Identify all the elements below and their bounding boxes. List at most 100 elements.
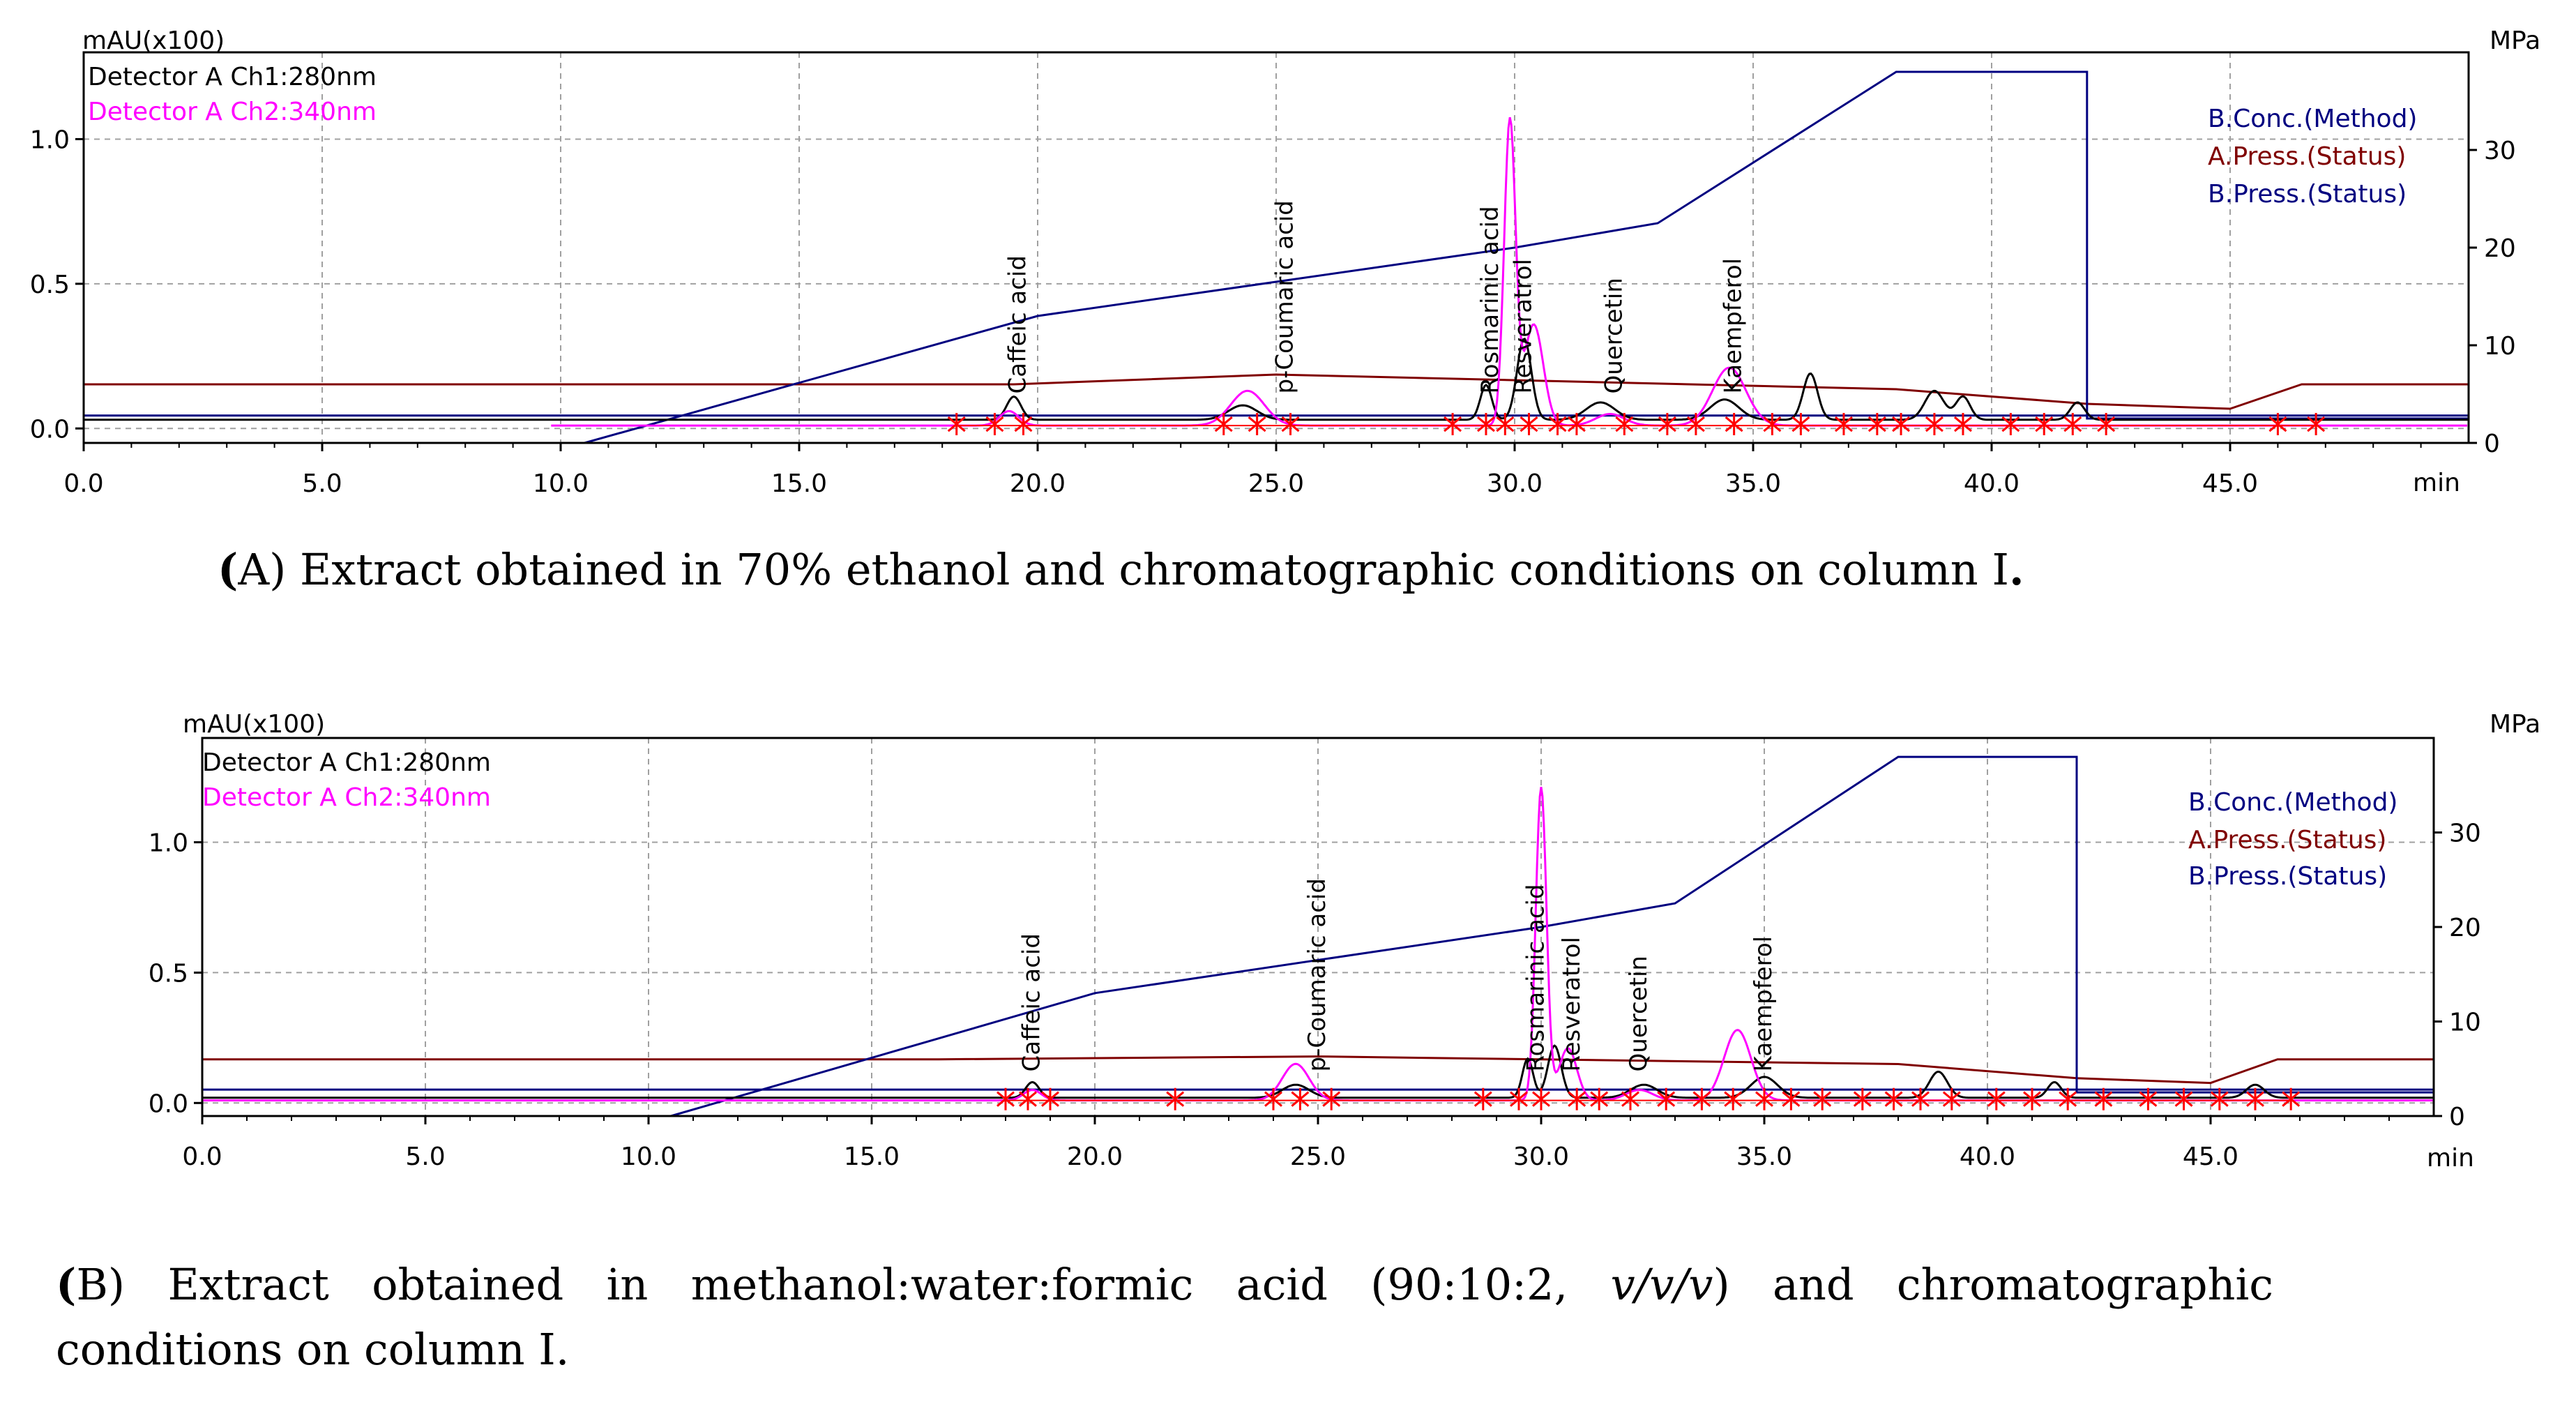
legend-right-b: B.Conc.(Method) A.Press.(Status) B.Press… — [2188, 788, 2397, 891]
peak-label-b: Rosmarinic acid — [1522, 884, 1550, 1071]
peak-label-a: p-Coumaric acid — [1271, 200, 1299, 393]
integration-mark-b — [1853, 1087, 1872, 1110]
traces-b — [202, 755, 2434, 1117]
integration-mark-b — [1657, 1087, 1676, 1110]
y-left-label-a: mAU(x100) — [82, 27, 225, 55]
legend-apress-b: A.Press.(Status) — [2188, 826, 2386, 854]
peak-label-b: Kaempferol — [1750, 936, 1778, 1072]
y-right-tick-label-b: 30 — [2449, 820, 2481, 848]
integration-mark-b — [2139, 1087, 2158, 1110]
legend-apress-a: A.Press.(Status) — [2208, 142, 2406, 171]
integration-mark-b — [1755, 1087, 1773, 1110]
integration-mark-a — [1214, 413, 1233, 436]
legend-ch1-a: Detector A Ch1:280nm — [88, 63, 377, 91]
x-tick-label-a: 35.0 — [1725, 469, 1781, 498]
legend-ch1-b: Detector A Ch1:280nm — [202, 748, 491, 777]
chart-panel-b: mAU(x100) MPa min 0.0 5.0 10.0 15.0 20.0 25.0… — [149, 710, 2540, 1173]
peak-labels-b: Caffeic acid p-Coumaric acid Rosmarinic ac… — [1017, 878, 1778, 1071]
integration-mark-b — [1813, 1087, 1832, 1110]
integration-mark-b — [1987, 1087, 2006, 1110]
integration-mark-a — [1444, 413, 1462, 436]
integration-mark-b — [1621, 1087, 1639, 1110]
integration-mark-b — [2174, 1087, 2193, 1110]
y-left-tick-label-a: 0.5 — [30, 271, 70, 299]
x-tick-label-b: 35.0 — [1736, 1143, 1792, 1171]
integration-mark-a — [1615, 413, 1634, 436]
integration-mark-a — [2097, 413, 2116, 436]
ticks-a: 0.0 5.0 10.0 15.0 20.0 25.0 30.0 35.0 40.0 45.0 0.… — [30, 126, 2516, 498]
legend-ch2-b: Detector A Ch2:340nm — [202, 783, 491, 812]
plot-frame-a — [82, 51, 2470, 444]
peak-label-a: Resveratrol — [1510, 259, 1538, 393]
x-tick-label-b: 25.0 — [1290, 1143, 1346, 1171]
integration-mark-b — [2023, 1087, 2041, 1110]
integration-mark-a — [1496, 413, 1515, 436]
ticks-b: 0.0 5.0 10.0 15.0 20.0 25.0 30.0 35.0 40.0 45.0 0.… — [149, 820, 2481, 1172]
legend-bconc-a: B.Conc.(Method) — [2208, 105, 2417, 133]
integration-mark-a — [947, 413, 966, 436]
x-tick-label-a: 0.0 — [63, 469, 103, 498]
x-tick-label-b: 0.0 — [182, 1143, 222, 1171]
integration-mark-b — [2059, 1087, 2077, 1110]
integration-mark-a — [1520, 413, 1538, 436]
peak-label-a: Caffeic acid — [1004, 255, 1032, 393]
integration-mark-a — [2063, 413, 2082, 436]
y-right-tick-label-b: 10 — [2449, 1009, 2481, 1037]
gridlines-a — [84, 52, 2469, 443]
x-tick-label-b: 40.0 — [1960, 1143, 2015, 1171]
integration-mark-b — [1019, 1087, 1037, 1110]
peak-label-b: Quercetin — [1625, 956, 1653, 1071]
y-right-tick-label-a: 30 — [2484, 137, 2516, 165]
integration-mark-a — [1763, 413, 1782, 436]
a-press-trace-b — [202, 1055, 2434, 1085]
x-tick-label-a: 5.0 — [302, 469, 342, 498]
integration-mark-b — [2094, 1087, 2113, 1110]
integration-mark-a — [1548, 413, 1567, 436]
integration-mark-b — [1568, 1087, 1586, 1110]
peak-label-b: p-Coumaric acid — [1303, 878, 1331, 1071]
integration-mark-b — [1264, 1087, 1282, 1110]
legend-left-a: Detector A Ch1:280nm Detector A Ch2:340n… — [88, 63, 377, 126]
y-right-tick-label-a: 10 — [2484, 332, 2516, 361]
integration-mark-a — [1686, 413, 1705, 436]
ch1-trace-a — [84, 338, 2468, 421]
y-left-label-b: mAU(x100) — [183, 710, 325, 739]
integration-mark-a — [1658, 413, 1676, 436]
y-right-label-b: MPa — [2490, 710, 2540, 739]
integration-mark-a — [1892, 413, 1911, 436]
x-tick-label-a: 15.0 — [771, 469, 827, 498]
integration-mark-a — [2035, 413, 2054, 436]
integration-mark-b — [1322, 1087, 1341, 1110]
peak-labels-a: Caffeic acid p-Coumaric acid Rosmarinic ac… — [1004, 200, 1748, 393]
integration-mark-a — [1248, 413, 1266, 436]
legend-bpress-b: B.Press.(Status) — [2188, 862, 2387, 891]
x-unit-label-b: min — [2427, 1144, 2474, 1173]
integration-mark-a — [2268, 413, 2287, 436]
integration-mark-b — [1532, 1087, 1550, 1110]
integration-mark-a — [1925, 413, 1944, 436]
integration-mark-b — [1166, 1087, 1185, 1110]
integration-mark-b — [2282, 1087, 2301, 1110]
integration-mark-b — [1510, 1087, 1528, 1110]
legend-ch2-a: Detector A Ch2:340nm — [88, 98, 377, 126]
integration-mark-b — [1724, 1087, 1743, 1110]
chart-panel-a: mAU(x100) MPa min 0.0 5.0 10.0 15.0 20.0 25.0… — [30, 27, 2540, 498]
integration-mark-a — [1014, 413, 1033, 436]
x-tick-label-a: 10.0 — [533, 469, 589, 498]
y-right-label-a: MPa — [2490, 27, 2540, 55]
y-right-tick-label-b: 0 — [2449, 1103, 2465, 1131]
integration-mark-b — [1942, 1087, 1961, 1110]
x-tick-label-a: 30.0 — [1487, 469, 1543, 498]
integration-mark-b — [997, 1087, 1015, 1110]
x-tick-label-b: 30.0 — [1513, 1143, 1569, 1171]
x-tick-label-b: 15.0 — [844, 1143, 900, 1171]
legend-bconc-b: B.Conc.(Method) — [2188, 788, 2397, 817]
plot-frame-b — [201, 737, 2435, 1117]
peak-label-b: Resveratrol — [1558, 937, 1586, 1071]
x-tick-label-a: 45.0 — [2202, 469, 2258, 498]
caption-a: (A) Extract obtained in 70% ethanol and … — [218, 544, 2024, 595]
a-press-trace-a — [84, 373, 2469, 410]
integration-mark-a — [1791, 413, 1810, 436]
legend-left-b: Detector A Ch1:280nm Detector A Ch2:340n… — [202, 748, 491, 812]
